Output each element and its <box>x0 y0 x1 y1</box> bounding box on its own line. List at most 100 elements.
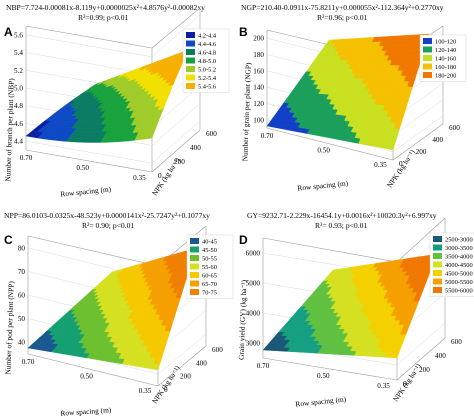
legend-label: 160-180 <box>435 64 456 71</box>
z-tick-label: 5.6 <box>14 31 23 39</box>
legend-swatch <box>190 255 199 261</box>
legend-swatch <box>423 72 432 78</box>
legend-label: 4500-5000 <box>445 271 473 278</box>
chart-d-xlabel: Row spacing (m) <box>295 394 347 408</box>
x-tick-label: 0.70 <box>20 154 33 162</box>
chart-grid-line <box>25 34 153 58</box>
y-tick-label: 0 <box>164 386 168 394</box>
z-tick-label: 4.4 <box>14 138 23 146</box>
z-tick-label: 4.6 <box>14 120 23 128</box>
z-tick-label: 200 <box>253 35 264 43</box>
y-tick-label: 200 <box>180 373 191 381</box>
chart-box-edge <box>396 217 446 263</box>
chart-a-equation: NBP=7.724-0.00081x-8.119y+0.0000025x²+4.… <box>6 3 205 12</box>
chart-a-surface <box>25 49 189 143</box>
chart-d-panel-label: D <box>239 233 248 247</box>
chart-grid-line <box>392 99 444 136</box>
chart-c-zlabel: Number of pod per plant (NPP) <box>3 281 15 375</box>
legend-swatch <box>190 280 199 287</box>
z-tick-label: 5000 <box>246 280 261 288</box>
y-tick-label: 0 <box>399 160 403 168</box>
z-tick-label: 5.2 <box>14 67 23 75</box>
chart-a-legend: 4.2-4.44.4-4.6 4.6-4.84.8-5.0 5.0-5.25.2-5… <box>182 28 230 93</box>
legend-label: 4.8-5.0 <box>198 58 216 65</box>
chart-grid-line <box>396 322 446 366</box>
chart-box-edge <box>27 235 159 267</box>
chart-grid-line <box>151 120 201 164</box>
legend-label: 40-45 <box>202 239 217 246</box>
legend-label: 5.4-5.6 <box>198 84 216 91</box>
legend-label: 70-75 <box>202 290 217 297</box>
z-tick-label: 3000 <box>246 340 261 348</box>
legend-label: 5500-6000 <box>445 288 473 295</box>
chart-grid-line <box>151 103 201 146</box>
z-tick-label: 140 <box>253 84 264 92</box>
legend-swatch <box>423 63 432 70</box>
chart-a-zlabel: Number of branch per plant (NBP) <box>3 78 16 182</box>
legend-swatch <box>433 261 442 268</box>
legend-label: 65-70 <box>202 281 217 288</box>
chart-c-equation: NPP=86.0103-0.0325x-48.523y+0.0000141x²-… <box>4 211 210 220</box>
z-tick-label: 120 <box>253 100 264 108</box>
chart-b-equation: NGP=210.40-0.0911x-75.8211y+0.000055x²-1… <box>241 3 444 12</box>
x-tick-label: 0.50 <box>317 372 330 380</box>
x-tick-label: 0.70 <box>257 362 270 370</box>
legend-swatch <box>186 74 195 81</box>
y-tick-label: 0 <box>403 380 407 388</box>
y-tick-label: 200 <box>416 148 427 156</box>
legend-label: 100-120 <box>435 39 456 46</box>
y-tick-label: 200 <box>419 366 430 374</box>
z-tick-label: 5.0 <box>14 85 23 93</box>
chart-c-surface <box>27 247 197 371</box>
chart-d-surface <box>262 253 438 359</box>
chart-grid-line <box>392 115 444 152</box>
legend-swatch <box>190 289 199 295</box>
y-tick-label: 400 <box>196 359 207 367</box>
chart-c-xlabel: Row spacing (m) <box>60 405 112 416</box>
chart-panel-a: NBP=7.724-0.00081x-8.119y+0.0000025x²+4.… <box>0 0 237 208</box>
chart-a-panel-label: A <box>4 25 13 39</box>
legend-swatch <box>433 253 442 259</box>
chart-a-xlabel: Row spacing (m) <box>60 184 112 198</box>
chart-box-edge <box>25 149 153 173</box>
legend-swatch <box>190 272 199 278</box>
y-tick-label: 600 <box>206 130 217 138</box>
z-tick-label: 5.4 <box>14 49 23 57</box>
legend-label: 5000-5500 <box>445 279 473 286</box>
legend-swatch <box>190 246 199 253</box>
legend-swatch <box>190 263 199 270</box>
chart-d-svg: GY=9232.71-2.229x-16454.1y+0.0016x²+1002… <box>237 211 474 409</box>
z-tick-label: 160 <box>253 67 264 75</box>
legend-label: 4.2-4.4 <box>198 33 217 40</box>
legend-label: 5.2-5.4 <box>198 75 217 82</box>
legend-swatch <box>433 236 442 242</box>
y-tick-label: 400 <box>435 352 446 360</box>
legend-swatch <box>186 40 195 47</box>
legend-label: 4000-4500 <box>445 262 473 269</box>
legend-label: 4.6-4.8 <box>198 50 216 57</box>
z-tick-label: 60 <box>18 292 26 300</box>
chart-b-surface <box>266 33 430 151</box>
legend-label: 2500-3000 <box>445 237 473 244</box>
chart-box-edge <box>151 7 201 49</box>
y-tick-label: 400 <box>432 136 443 144</box>
legend-label: 3500-4000 <box>445 254 473 261</box>
chart-a-stats: R²=0.99; p<0.01 <box>78 13 128 22</box>
chart-b-panel-label: B <box>239 25 248 39</box>
y-tick-label: 0 <box>158 172 162 180</box>
chart-b-zlabel: Number of grain per plant (NGP) <box>240 62 252 162</box>
chart-box-edge <box>392 123 444 161</box>
chart-b-stats: R²=0.96; p<0.01 <box>317 13 367 22</box>
chart-grid-line <box>25 140 153 164</box>
z-tick-label: 80 <box>18 244 26 252</box>
chart-c-svg: NPP=86.0103-0.0325x-48.523y+0.0000141x²-… <box>3 211 234 416</box>
chart-c-panel-label: C <box>4 233 13 247</box>
legend-swatch <box>433 270 442 276</box>
x-tick-label: 0.35 <box>374 161 387 169</box>
chart-box-edge <box>151 129 201 173</box>
chart-box-edge <box>27 353 159 387</box>
y-tick-label: 600 <box>212 346 223 354</box>
chart-grid-line <box>151 14 201 58</box>
legend-label: 55-60 <box>202 264 217 271</box>
